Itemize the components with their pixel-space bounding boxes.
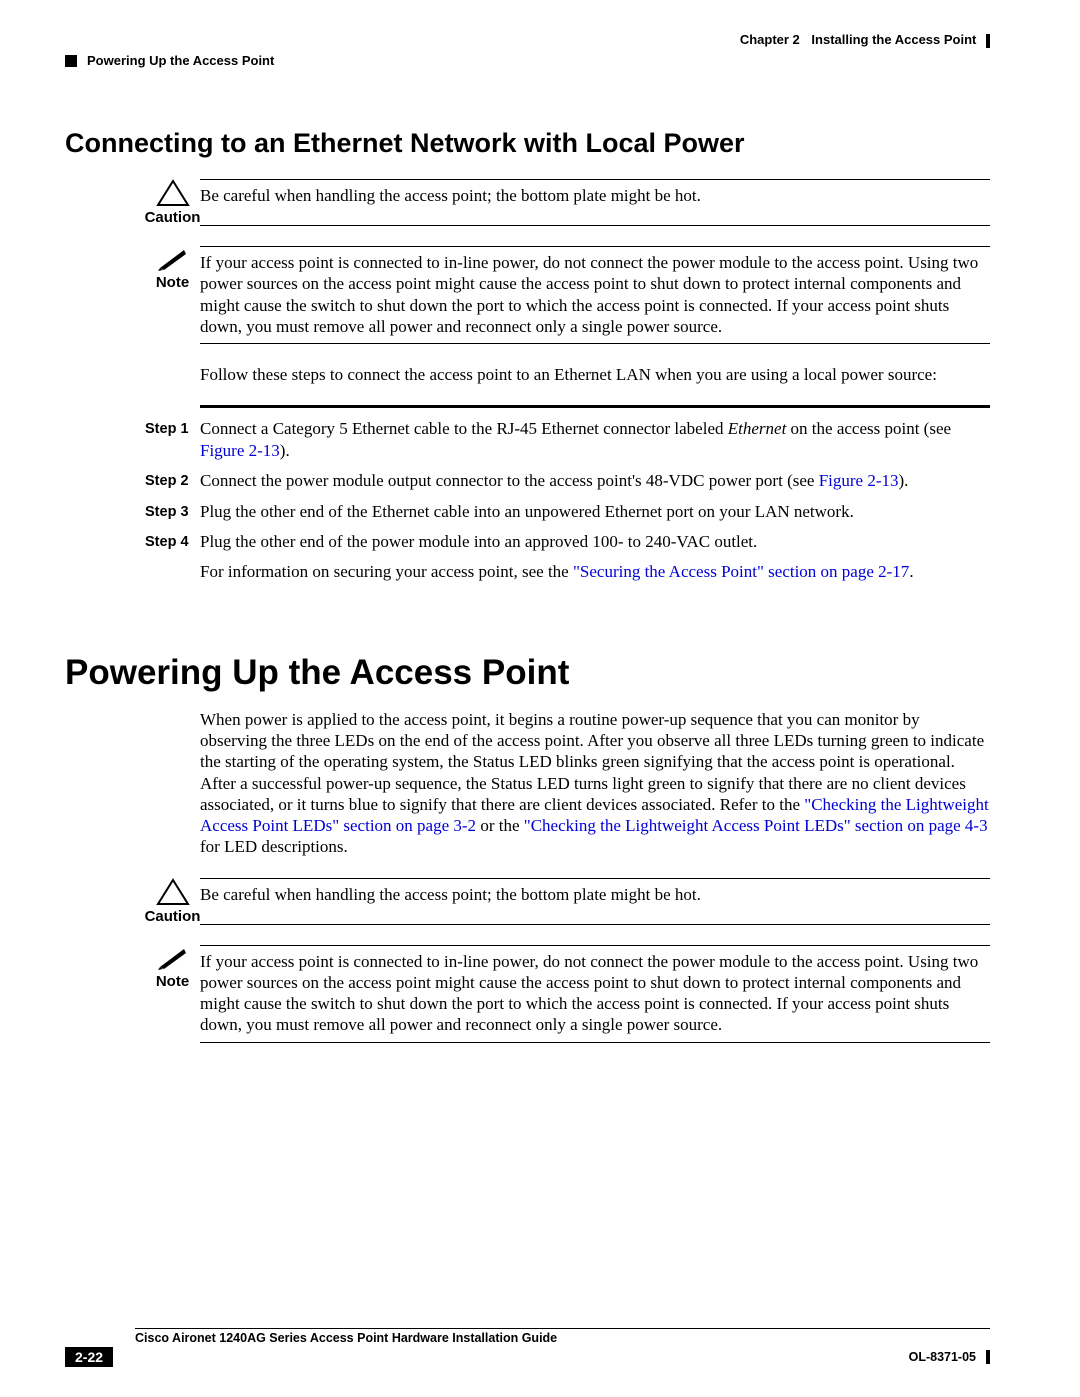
caution-label: Caution — [145, 209, 201, 226]
tail-text: . — [909, 562, 913, 581]
caution-left: Caution — [145, 878, 200, 925]
note-label: Note — [156, 274, 189, 291]
figure-link[interactable]: Figure 2-13 — [200, 441, 280, 460]
step-label: Step 3 — [145, 501, 200, 523]
caution-icon — [156, 878, 190, 906]
header-bar-icon — [986, 34, 990, 48]
caution-icon — [156, 179, 190, 207]
note-callout: Note If your access point is connected t… — [145, 945, 990, 1043]
note-text: If your access point is connected to in-… — [200, 945, 990, 1043]
note-icon — [156, 246, 190, 272]
step-body: Connect the power module output connecto… — [200, 470, 990, 492]
step-body: Connect a Category 5 Ethernet cable to t… — [200, 418, 990, 462]
step-text: Connect the power module output connecto… — [200, 471, 819, 490]
step-label: Step 4 — [145, 531, 200, 553]
footer-bar-icon — [986, 1350, 990, 1364]
para-text: for LED descriptions. — [200, 837, 348, 856]
guide-title: Cisco Aironet 1240AG Series Access Point… — [135, 1331, 990, 1345]
page-footer: Cisco Aironet 1240AG Series Access Point… — [65, 1328, 990, 1367]
footer-bottom: 2-22 OL-8371-05 — [65, 1347, 990, 1367]
note-left: Note — [145, 945, 200, 1043]
figure-link[interactable]: Figure 2-13 — [819, 471, 899, 490]
doc-id-wrap: OL-8371-05 — [909, 1348, 990, 1366]
caution-callout: Caution Be careful when handling the acc… — [145, 878, 990, 925]
section-heading-1: Connecting to an Ethernet Network with L… — [65, 128, 990, 159]
tail-text: For information on securing your access … — [200, 562, 573, 581]
page-content: Chapter 2 Installing the Access Point Po… — [0, 0, 1080, 1043]
step-label-empty — [145, 561, 200, 583]
para-text: or the — [476, 816, 524, 835]
caution-left: Caution — [145, 179, 200, 226]
note-left: Note — [145, 246, 200, 344]
caution-label: Caution — [145, 908, 201, 925]
page-number: 2-22 — [65, 1347, 113, 1367]
footer-rule — [135, 1328, 990, 1329]
step-tail: For information on securing your access … — [145, 561, 990, 583]
step-row: Step 2 Connect the power module output c… — [145, 470, 990, 492]
step-row: Step 4 Plug the other end of the power m… — [145, 531, 990, 553]
running-section: Powering Up the Access Point — [65, 53, 990, 68]
step-text: Connect a Category 5 Ethernet cable to t… — [200, 419, 728, 438]
step-italic: Ethernet — [728, 419, 787, 438]
step-body: Plug the other end of the power module i… — [200, 531, 990, 553]
step-text: on the access point (see — [786, 419, 951, 438]
section-marker-icon — [65, 55, 77, 67]
caution-text: Be careful when handling the access poin… — [200, 179, 990, 226]
caution-text: Be careful when handling the access poin… — [200, 878, 990, 925]
running-section-title: Powering Up the Access Point — [87, 53, 274, 68]
step-text: ). — [280, 441, 290, 460]
doc-id: OL-8371-05 — [909, 1350, 976, 1364]
step-label: Step 1 — [145, 418, 200, 462]
step-body: Plug the other end of the Ethernet cable… — [200, 501, 990, 523]
intro-paragraph: Follow these steps to connect the access… — [200, 364, 990, 385]
section-link[interactable]: "Securing the Access Point" section on p… — [573, 562, 909, 581]
running-header: Chapter 2 Installing the Access Point — [65, 30, 990, 50]
chapter-label: Chapter 2 — [740, 32, 800, 47]
step-label: Step 2 — [145, 470, 200, 492]
chapter-title: Installing the Access Point — [811, 32, 976, 47]
step-text: ). — [898, 471, 908, 490]
note-callout: Note If your access point is connected t… — [145, 246, 990, 344]
step-tail-body: For information on securing your access … — [200, 561, 990, 583]
note-icon — [156, 945, 190, 971]
caution-callout: Caution Be careful when handling the acc… — [145, 179, 990, 226]
section2-paragraph: When power is applied to the access poin… — [200, 709, 990, 858]
steps-rule — [200, 405, 990, 408]
section-link[interactable]: "Checking the Lightweight Access Point L… — [524, 816, 988, 835]
step-row: Step 1 Connect a Category 5 Ethernet cab… — [145, 418, 990, 462]
chapter-header: Chapter 2 Installing the Access Point — [740, 32, 990, 48]
section-heading-2: Powering Up the Access Point — [65, 653, 990, 693]
note-label: Note — [156, 973, 189, 990]
note-text: If your access point is connected to in-… — [200, 246, 990, 344]
step-row: Step 3 Plug the other end of the Etherne… — [145, 501, 990, 523]
